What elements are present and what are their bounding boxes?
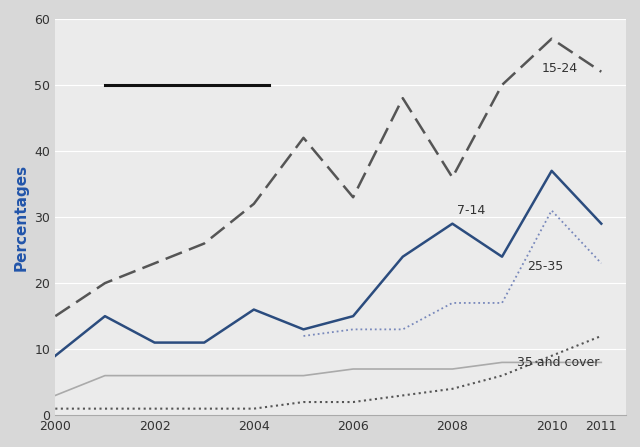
Text: 25-35: 25-35	[527, 260, 563, 273]
Text: 7-14: 7-14	[458, 204, 486, 217]
Text: 35 and cover: 35 and cover	[517, 356, 599, 369]
Y-axis label: Percentages: Percentages	[14, 164, 29, 270]
Text: 15-24: 15-24	[541, 62, 578, 75]
